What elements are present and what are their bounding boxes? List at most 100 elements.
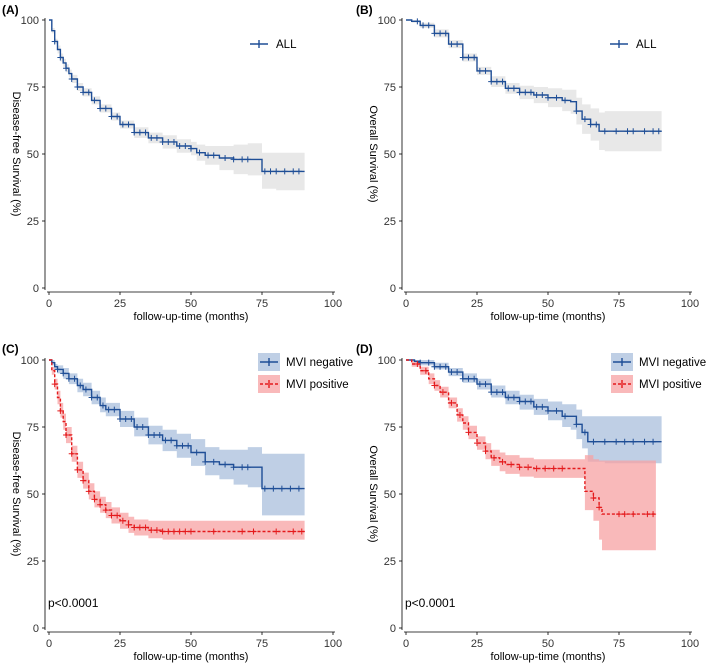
x-axis-title: follow-up-time (months) bbox=[134, 311, 249, 323]
censor-mark bbox=[91, 496, 98, 503]
censor-mark bbox=[505, 85, 512, 92]
censor-mark bbox=[170, 528, 177, 535]
censor-mark bbox=[196, 149, 203, 156]
censor-mark bbox=[57, 54, 64, 61]
censor-mark bbox=[270, 485, 277, 492]
censor-mark bbox=[491, 454, 498, 461]
censor-mark bbox=[65, 375, 72, 382]
censor-mark bbox=[505, 394, 512, 401]
x-tick-label: 25 bbox=[114, 638, 126, 650]
censor-mark bbox=[142, 129, 149, 136]
y-tick-label: 0 bbox=[390, 623, 396, 635]
censor-mark bbox=[122, 415, 129, 422]
censor-mark bbox=[117, 415, 123, 422]
censor-mark bbox=[295, 168, 302, 175]
censor-mark bbox=[448, 41, 455, 48]
censor-mark bbox=[108, 512, 115, 519]
censor-mark bbox=[148, 527, 155, 534]
censor-mark bbox=[188, 528, 194, 535]
censor-mark bbox=[562, 413, 569, 420]
x-tick-label: 100 bbox=[681, 638, 699, 650]
censor-mark bbox=[128, 415, 135, 422]
censor-mark bbox=[210, 528, 217, 535]
censor-mark bbox=[68, 450, 75, 457]
x-tick-label: 75 bbox=[256, 638, 268, 650]
censor-mark bbox=[616, 511, 622, 518]
censor-mark bbox=[644, 511, 651, 518]
x-tick-label: 0 bbox=[46, 298, 52, 310]
censor-mark bbox=[550, 465, 557, 472]
censor-mark bbox=[516, 398, 523, 405]
censor-mark bbox=[244, 464, 251, 471]
censor-mark bbox=[601, 438, 608, 445]
censor-mark bbox=[587, 121, 594, 128]
censor-mark bbox=[437, 363, 444, 370]
x-tick-label: 100 bbox=[681, 298, 699, 310]
censor-mark bbox=[630, 438, 637, 445]
x-tick-label: 0 bbox=[403, 298, 409, 310]
censor-mark bbox=[159, 138, 166, 145]
censor-mark bbox=[553, 94, 560, 101]
censor-mark bbox=[499, 78, 506, 85]
censor-mark bbox=[621, 511, 628, 518]
censor-mark bbox=[630, 128, 637, 135]
censor-mark bbox=[508, 461, 515, 468]
y-tick-label: 50 bbox=[384, 489, 396, 501]
censor-mark bbox=[125, 121, 132, 128]
x-tick-label: 25 bbox=[114, 298, 126, 310]
censor-mark bbox=[425, 359, 432, 366]
y-tick-label: 75 bbox=[27, 82, 39, 94]
censor-mark bbox=[471, 375, 478, 382]
censor-mark bbox=[641, 438, 648, 445]
p-value-text: p<0.0001 bbox=[405, 596, 456, 610]
censor-mark bbox=[431, 382, 438, 389]
censor-mark bbox=[425, 22, 432, 29]
censor-mark bbox=[493, 389, 500, 396]
censor-mark bbox=[82, 386, 89, 393]
censor-mark bbox=[151, 432, 158, 439]
y-tick-label: 100 bbox=[378, 355, 396, 367]
censor-mark bbox=[482, 67, 489, 74]
censor-mark bbox=[94, 394, 101, 401]
censor-mark bbox=[525, 464, 532, 471]
censor-mark bbox=[431, 363, 438, 370]
censor-mark bbox=[114, 512, 121, 519]
censor-mark bbox=[476, 381, 483, 388]
confidence-band-all bbox=[49, 20, 305, 191]
censor-mark bbox=[134, 424, 141, 430]
censor-mark bbox=[471, 54, 478, 61]
censor-mark bbox=[210, 152, 217, 159]
censor-mark bbox=[153, 527, 160, 534]
x-axis-title: follow-up-time (months) bbox=[491, 311, 606, 323]
legend-label: ALL bbox=[636, 39, 657, 51]
censor-mark bbox=[145, 432, 152, 439]
confidence-band-mvi-negative bbox=[406, 360, 662, 464]
censor-mark bbox=[244, 156, 251, 163]
chart-panel-c: (C) 0 25 50 75 100 0 25 50 75 100 follow-up-time (m… bbox=[2, 342, 353, 663]
legend-label: MVI positive bbox=[639, 379, 702, 391]
censor-mark bbox=[168, 437, 175, 444]
censor-mark bbox=[290, 528, 297, 535]
censor-mark bbox=[108, 113, 115, 120]
censor-mark bbox=[185, 442, 192, 449]
x-tick-label: 75 bbox=[613, 638, 625, 650]
censor-mark bbox=[210, 458, 217, 465]
y-tick-label: 50 bbox=[384, 149, 396, 161]
censor-mark bbox=[499, 389, 506, 396]
censor-mark bbox=[482, 448, 489, 455]
y-tick-label: 25 bbox=[27, 556, 39, 568]
censor-mark bbox=[111, 406, 118, 413]
censor-mark bbox=[267, 168, 274, 175]
censor-mark bbox=[650, 511, 657, 518]
y-tick-label: 100 bbox=[21, 355, 39, 367]
censor-mark bbox=[420, 22, 427, 29]
censor-mark bbox=[156, 432, 163, 439]
censor-mark bbox=[88, 394, 95, 401]
censor-mark bbox=[630, 511, 637, 518]
censor-mark bbox=[278, 485, 285, 492]
censor-mark bbox=[414, 361, 421, 368]
censor-mark bbox=[136, 129, 143, 136]
y-tick-label: 0 bbox=[33, 623, 39, 635]
censor-mark bbox=[510, 85, 517, 92]
censor-mark bbox=[596, 504, 603, 511]
